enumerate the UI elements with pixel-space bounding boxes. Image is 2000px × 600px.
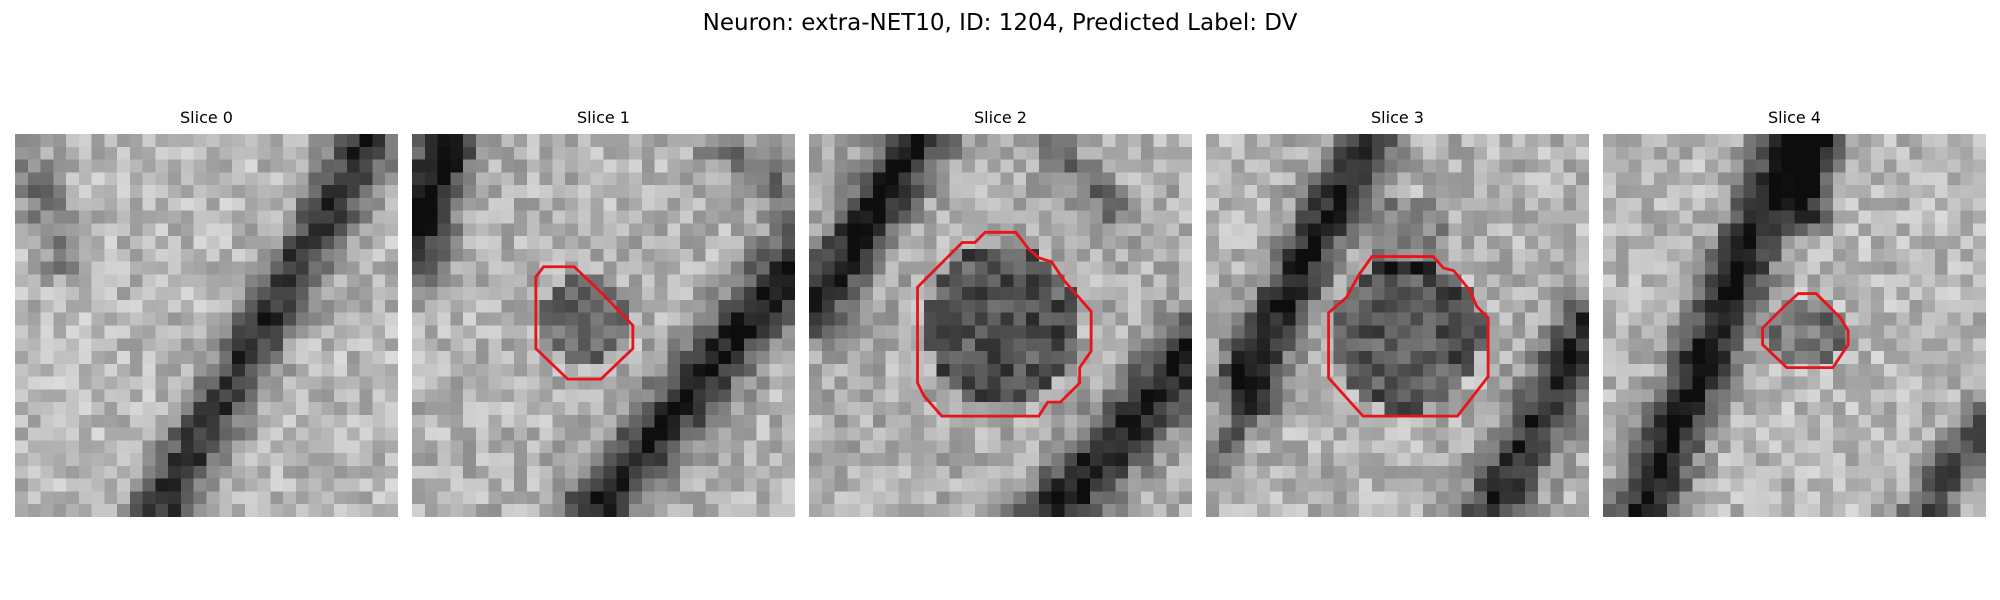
slice-panel-1: Slice 1 [412, 108, 795, 517]
slice-image-0 [15, 134, 398, 517]
roi-outline-3 [1327, 255, 1490, 418]
slice-pixels-3 [1206, 134, 1589, 517]
slice-pixels-4 [1603, 134, 1986, 517]
slice-pixels-2 [809, 134, 1192, 517]
figure-title: Neuron: extra-NET10, ID: 1204, Predicted… [702, 10, 1298, 36]
slice-pixels-1 [412, 134, 795, 517]
slice-image-3 [1206, 134, 1589, 517]
roi-outline-1 [534, 265, 635, 381]
slice-title-0: Slice 0 [180, 108, 233, 127]
slice-title-3: Slice 3 [1371, 108, 1424, 127]
slice-title-1: Slice 1 [577, 108, 630, 127]
slice-image-1 [412, 134, 795, 517]
slice-panel-0: Slice 0 [15, 108, 398, 517]
slice-panel-3: Slice 3 [1206, 108, 1589, 517]
slice-title-4: Slice 4 [1768, 108, 1821, 127]
slice-image-4 [1603, 134, 1986, 517]
slice-panel-4: Slice 4 [1603, 108, 1986, 517]
slice-panel-2: Slice 2 [809, 108, 1192, 517]
slice-title-2: Slice 2 [974, 108, 1027, 127]
slice-image-2 [809, 134, 1192, 517]
roi-outline-4 [1761, 292, 1850, 370]
roi-outline-2 [916, 230, 1093, 418]
slice-pixels-0 [15, 134, 398, 517]
